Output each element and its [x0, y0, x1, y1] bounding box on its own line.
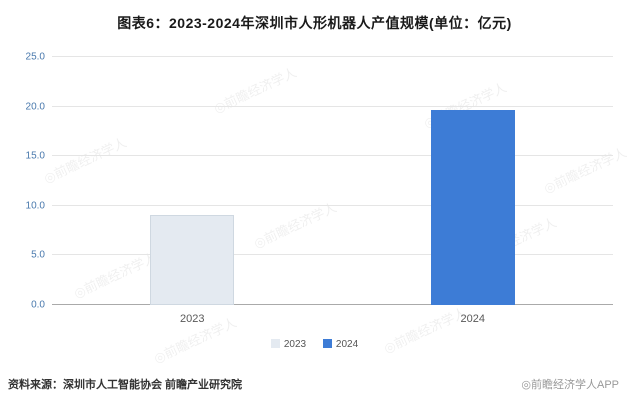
legend-label-2023: 2023: [283, 339, 307, 350]
legend-item-2023: 2023: [270, 339, 309, 350]
gridline: [52, 155, 613, 157]
gridline: [52, 56, 613, 57]
gridline: [52, 105, 613, 107]
bar-2024: [430, 109, 515, 305]
bar-2023: [150, 214, 235, 305]
y-tick-label: 0.0: [31, 299, 45, 311]
legend: 2023 2024: [0, 339, 629, 350]
legend-label-2024: 2024: [335, 339, 359, 350]
x-axis-line: [52, 304, 613, 305]
y-tick-label: 20.0: [25, 101, 45, 113]
gridline: [52, 204, 613, 206]
legend-swatch-2023: [270, 339, 280, 348]
source-text: 资料来源：深圳市人工智能协会 前瞻产业研究院: [8, 379, 243, 391]
legend-item-2024: 2024: [322, 339, 359, 350]
x-tick-label: 2023: [180, 313, 205, 325]
y-tick-label: 15.0: [25, 150, 45, 162]
legend-swatch-2024: [322, 339, 332, 348]
x-tick-label: 2024: [460, 313, 485, 325]
credit-text: ◎前瞻经济学人APP: [521, 379, 619, 391]
y-tick-label: 25.0: [25, 51, 45, 63]
y-tick-label: 5.0: [31, 249, 45, 261]
footer: 资料来源：深圳市人工智能协会 前瞻产业研究院 ◎前瞻经济学人APP: [8, 376, 619, 392]
plot-area: 0.0 5.0 10.0 15.0 20.0 25.0 2023 2024: [26, 52, 613, 325]
gridline: [52, 254, 613, 256]
y-tick-label: 10.0: [25, 200, 45, 212]
chart-title: 图表6：2023-2024年深圳市人形机器人产值规模(单位：亿元): [117, 15, 512, 31]
